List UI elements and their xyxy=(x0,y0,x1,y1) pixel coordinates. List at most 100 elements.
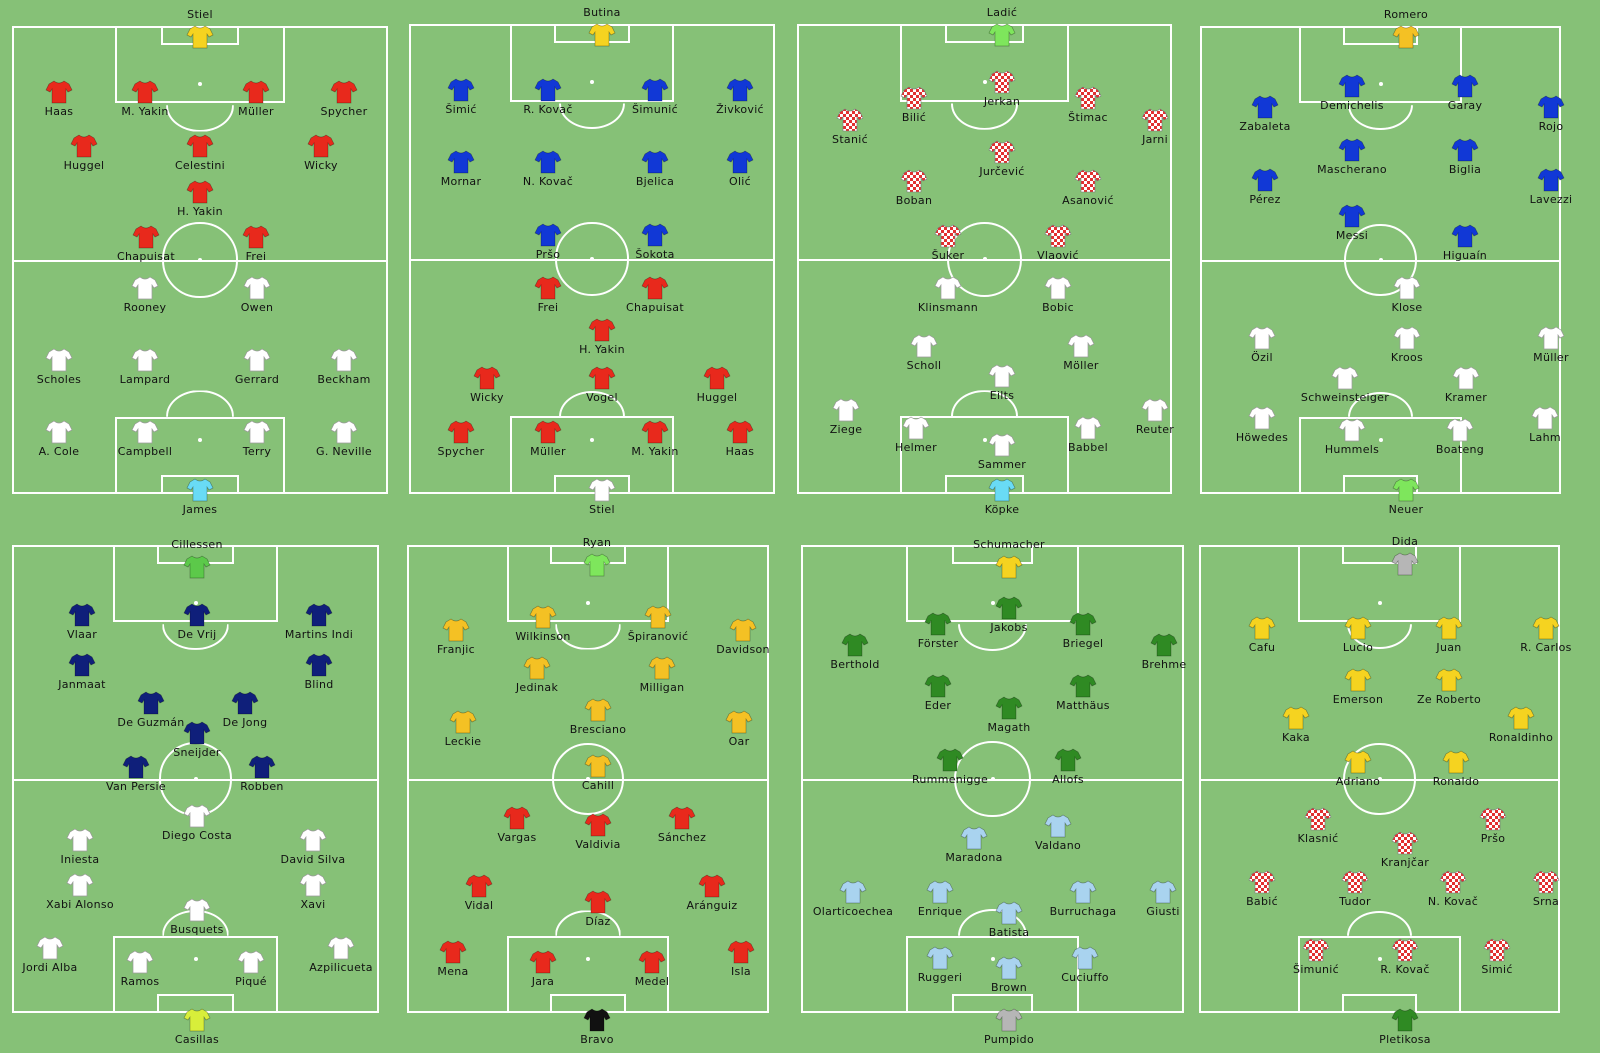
player-name: Spycher xyxy=(437,445,485,458)
player-name: Lucio xyxy=(1342,641,1374,654)
penalty-spot-top xyxy=(982,80,987,85)
centre-circle xyxy=(551,742,625,816)
player-name: Iniesta xyxy=(60,853,100,866)
shirt-icon xyxy=(1435,616,1463,640)
player-name: Burruchaga xyxy=(1049,905,1117,918)
shirt-icon xyxy=(243,420,271,444)
player-name: Šimunić xyxy=(1293,963,1339,976)
player-name: Lahm xyxy=(1529,431,1561,444)
player-name: Díaz xyxy=(585,915,611,928)
player-name: Diego Costa xyxy=(162,829,232,842)
penalty-spot-bottom xyxy=(193,956,198,961)
shirt-icon xyxy=(1483,938,1511,962)
player-name: Emerson xyxy=(1332,693,1384,706)
player-name: Enrique xyxy=(917,905,963,918)
shirt-icon xyxy=(1392,25,1420,49)
player-name: Oar xyxy=(728,735,750,748)
player-name: Brehme xyxy=(1141,658,1187,671)
shirt-icon xyxy=(183,898,211,922)
player-name: Juan xyxy=(1436,641,1462,654)
player-name: Jedinak xyxy=(515,681,559,694)
player-name: Berthold xyxy=(830,658,880,671)
player-name: Štimac xyxy=(1068,111,1108,124)
player-name: Neuer xyxy=(1388,503,1424,516)
shirt-icon xyxy=(1507,706,1535,730)
player-name: Ronaldo xyxy=(1432,775,1480,788)
shirt-icon xyxy=(243,276,271,300)
shirt-icon xyxy=(729,618,757,642)
shirt-icon xyxy=(131,276,159,300)
player-name: Piqué xyxy=(235,975,267,988)
player-name: Wilkinson xyxy=(515,630,571,643)
shirt-icon xyxy=(995,596,1023,620)
player-name: Tudor xyxy=(1339,895,1371,908)
shirt-icon xyxy=(1537,326,1565,350)
player-name: Huggel xyxy=(63,159,105,172)
shirt-icon xyxy=(1391,1008,1419,1032)
centre-circle xyxy=(555,222,629,296)
penalty-spot-bottom xyxy=(990,956,995,961)
player-name: Vlaović xyxy=(1037,249,1079,262)
shirt-icon xyxy=(1141,108,1169,132)
player-name: Müller xyxy=(238,105,274,118)
shirt-icon xyxy=(588,23,616,47)
player-name: A. Cole xyxy=(38,445,80,458)
shirt-icon xyxy=(1304,807,1332,831)
penalty-spot-top xyxy=(198,82,202,87)
centre-circle xyxy=(1344,223,1417,297)
player-name: Schweinsteiger xyxy=(1300,391,1390,404)
centre-circle xyxy=(947,221,1022,297)
player-name: Pumpido xyxy=(984,1033,1034,1046)
shirt-icon xyxy=(447,78,475,102)
player-name: Haas xyxy=(44,105,74,118)
shirt-icon xyxy=(1150,633,1178,657)
shirt-icon xyxy=(1439,870,1467,894)
player-name: Reuter xyxy=(1135,423,1175,436)
shirt-icon xyxy=(727,940,755,964)
shirt-icon xyxy=(698,874,726,898)
player-name: Ruggeri xyxy=(917,971,963,984)
shirt-icon xyxy=(726,78,754,102)
shirt-icon xyxy=(1479,807,1507,831)
player-name: R. Kovač xyxy=(1380,963,1430,976)
shirt-icon xyxy=(988,140,1016,164)
player-name: Vlaar xyxy=(66,628,98,641)
shirt-icon xyxy=(668,806,696,830)
shirt-icon xyxy=(641,150,669,174)
player-name: Olarticoechea xyxy=(812,905,894,918)
shirt-icon xyxy=(183,804,211,828)
player-name: Pletikosa xyxy=(1379,1033,1431,1046)
player-name: Cillessen xyxy=(171,538,223,551)
player-name: Kramer xyxy=(1444,391,1488,404)
shirt-icon xyxy=(995,696,1023,720)
player-name: Biglia xyxy=(1448,163,1482,176)
shirt-icon xyxy=(839,880,867,904)
shirt-icon xyxy=(330,348,358,372)
shirt-icon xyxy=(1302,938,1330,962)
player-name: Wicky xyxy=(304,159,338,172)
player-name: Blind xyxy=(304,678,334,691)
shirt-icon xyxy=(132,225,160,249)
shirt-icon xyxy=(934,276,962,300)
player-name: Eilts xyxy=(989,389,1015,402)
shirt-icon xyxy=(305,653,333,677)
shirt-icon xyxy=(995,901,1023,925)
player-name: Rummenigge xyxy=(911,773,989,786)
player-name: Vargas xyxy=(497,831,537,844)
player-name: Chapuisat xyxy=(626,301,684,314)
player-name: Martins Indi xyxy=(284,628,354,641)
penalty-spot-bottom xyxy=(1377,956,1382,961)
shirt-icon xyxy=(137,691,165,715)
shirt-icon xyxy=(960,826,988,850)
shirt-icon xyxy=(534,420,562,444)
player-name: Höwedes xyxy=(1235,431,1289,444)
player-name: Beckham xyxy=(317,373,371,386)
shirt-icon xyxy=(988,23,1016,47)
goal-box-bottom xyxy=(1342,475,1419,494)
shirt-icon xyxy=(1442,750,1470,774)
centre-spot xyxy=(198,258,202,262)
player-name: Brown xyxy=(990,981,1028,994)
player-name: M. Yakin xyxy=(631,445,679,458)
player-name: Rooney xyxy=(123,301,167,314)
player-name: Müller xyxy=(530,445,566,458)
